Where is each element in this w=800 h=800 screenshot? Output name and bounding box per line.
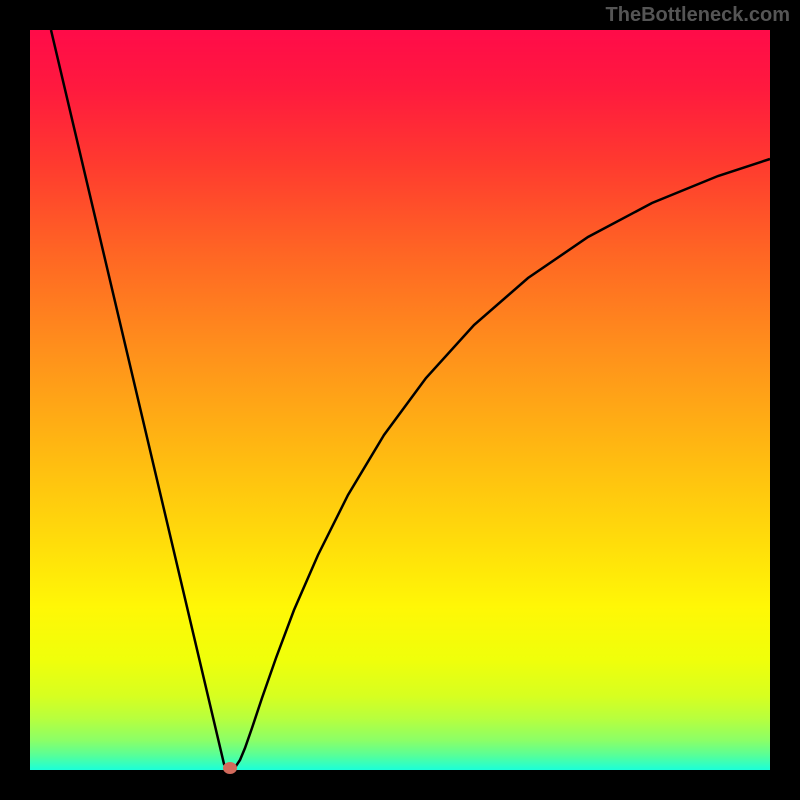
curve-path <box>51 30 770 770</box>
chart-container: TheBottleneck.com <box>0 0 800 800</box>
plot-area <box>30 30 770 770</box>
bottleneck-curve <box>30 30 770 770</box>
optimum-marker <box>223 762 237 774</box>
watermark-text: TheBottleneck.com <box>606 4 790 27</box>
